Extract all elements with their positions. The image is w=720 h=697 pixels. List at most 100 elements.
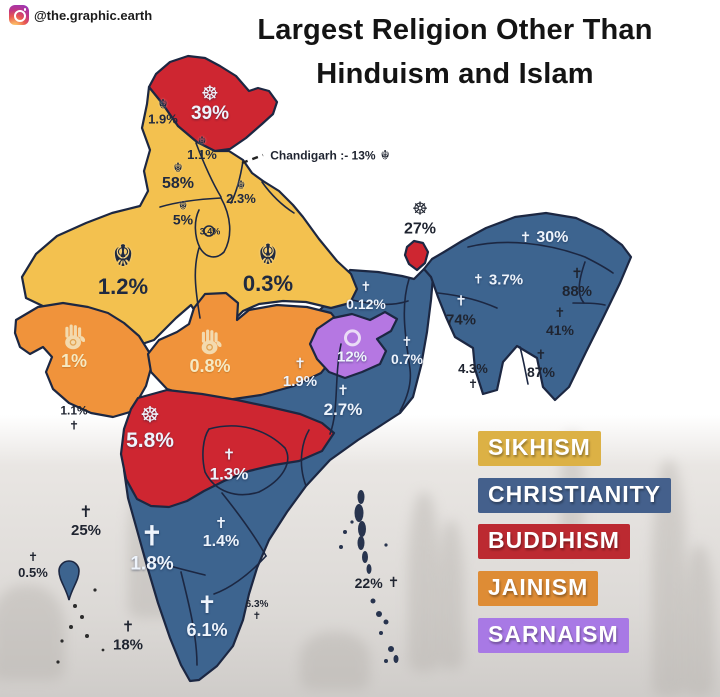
legend-item-christianity: CHRISTIANITY (478, 478, 671, 513)
cross-icon: ✝ (68, 418, 80, 433)
label-sikkim: ☸ 27% (404, 200, 436, 237)
instagram-icon (9, 5, 29, 25)
background-silhouette (684, 545, 714, 697)
label-arunachal-pradesh: ✝ 30% (519, 228, 569, 246)
percent-lakshadweep: 0.5% (18, 564, 48, 580)
percent-sikkim: 27% (403, 220, 437, 238)
cross-icon: ✝ (455, 293, 467, 310)
label-puducherry: 6.3% ✝ (245, 598, 269, 623)
percent-maharashtra: 5.8% (126, 428, 174, 452)
cross-icon: ✝ (222, 445, 236, 464)
cross-icon: ✝ (535, 347, 547, 363)
label-punjab: ☬ 58% (162, 162, 194, 192)
label-tamil-nadu: ✝ 6.1% (186, 593, 227, 639)
jain-hand-icon: .palmring{stroke:#e0a95a;fill:none} (64, 323, 85, 350)
percent-andaman: 22% (354, 574, 383, 591)
background-silhouette (300, 632, 370, 690)
cross-icon: ✝ (214, 513, 228, 532)
background-silhouette (408, 492, 440, 672)
label-uttarakhand: ☬ 2.3% (226, 179, 256, 205)
label-assam: ✝ 3.7% (472, 271, 524, 289)
state-sikkim (403, 239, 430, 272)
percent-jammu-kashmir: 39% (190, 102, 230, 124)
background-silhouette (0, 585, 65, 680)
label-jammu-kashmir: ☸ 39% (191, 83, 229, 123)
state-region-northeast (422, 211, 633, 402)
percent-telangana: 1.3% (209, 464, 249, 484)
label-himachal-pradesh: ☬ 1.1% (187, 135, 217, 161)
cross-icon: ✝ (554, 305, 566, 321)
percent-nagaland: 88% (561, 282, 593, 300)
andaman-nicobar-islands (339, 490, 399, 663)
cross-icon: ✝ (252, 611, 262, 623)
state-jammu-kashmir (147, 54, 279, 153)
label-gujarat: .palmring{stroke:#e0a95a;fill:none} 1% (60, 323, 88, 371)
legend-item-jainism: JAINISM (478, 571, 599, 606)
state-madhya-pradesh (146, 291, 345, 402)
label-madhya-pradesh: 0.8% (189, 328, 231, 375)
label-jammu: ☬ 1.9% (148, 98, 178, 125)
khanda-icon: ☬ (178, 198, 188, 213)
lakshadweep-islands (56, 588, 105, 664)
cross-icon: ✝ (472, 272, 484, 288)
label-mizoram: ✝ 87% (527, 349, 555, 379)
percent-andhra: 1.4% (202, 532, 240, 550)
percent-goa: 25% (70, 521, 102, 539)
label-kerala: ✝ 18% (113, 617, 143, 653)
percent-uttarakhand: 2.3% (226, 190, 256, 206)
percent-assam: 3.7% (488, 271, 524, 289)
cross-icon: ✝ (140, 519, 164, 553)
percent-tamil-nadu: 6.1% (186, 619, 228, 640)
instagram-handle: @the.graphic.earth (34, 8, 153, 23)
percent-jammu: 1.9% (148, 111, 178, 127)
label-jharkhand: 12% (336, 329, 368, 366)
cross-icon: ✝ (519, 230, 532, 246)
title-line-1: Largest Religion Other Than (257, 14, 653, 46)
legend-item-sarnaism: SARNAISM (478, 618, 629, 653)
percent-jharkhand: 12% (336, 348, 368, 366)
cross-icon: ✝ (337, 382, 349, 399)
cross-icon: ✝ (27, 549, 39, 564)
label-bihar: ✝ 0.12% (346, 281, 386, 311)
percent-haryana: 5% (172, 211, 194, 228)
cross-icon: ✝ (467, 377, 479, 392)
label-delhi: 3.4% (200, 227, 221, 236)
khanda-icon: ☬ (158, 97, 168, 113)
percent-puducherry: 6.3% (245, 598, 269, 610)
label-chhattisgarh: ✝ 1.9% (283, 357, 317, 389)
label-andaman-nicobar: 22% ✝ (354, 574, 400, 591)
percent-west-bengal: 0.7% (391, 350, 423, 367)
label-karnataka: ✝ 1.8% (130, 519, 174, 575)
percent-gujarat: 1% (60, 350, 88, 371)
title-line-2: Hinduism and Islam (316, 58, 594, 90)
label-rajasthan: ☬ 1.2% (97, 241, 149, 299)
cross-icon: ✝ (79, 501, 93, 521)
cross-icon: ✝ (571, 265, 583, 282)
percent-manipur: 41% (545, 321, 575, 338)
khanda-icon: ☬ (173, 160, 183, 176)
cross-icon: ✝ (196, 590, 218, 619)
label-goa: ✝ 25% (70, 501, 102, 539)
khanda-icon: ☬ (197, 133, 207, 148)
jain-hand-icon (200, 328, 221, 355)
percent-himachal: 1.1% (187, 146, 217, 162)
dharma-wheel-icon: ☸ (411, 198, 429, 220)
percent-mizoram: 87% (526, 363, 556, 380)
label-haryana: ☬ 5% (173, 199, 193, 226)
cross-icon: ✝ (401, 334, 413, 350)
percent-arunachal: 30% (536, 228, 569, 246)
legend-item-buddhism: BUDDHISM (478, 524, 630, 559)
background-silhouette (438, 520, 464, 670)
label-odisha: ✝ 2.7% (324, 384, 363, 418)
label-nagaland: ✝ 88% (562, 267, 592, 299)
label-tripura: 4.3% ✝ (458, 362, 488, 392)
cross-icon: ✝ (121, 617, 135, 636)
percent-karnataka: 1.8% (130, 553, 174, 575)
percent-rajasthan: 1.2% (97, 273, 149, 299)
state-maharashtra (119, 388, 336, 509)
cross-icon: ✝ (360, 279, 372, 295)
khanda-icon: ☬ (258, 237, 278, 271)
lakshadweep-pin (58, 560, 80, 601)
sarna-icon (343, 329, 361, 347)
